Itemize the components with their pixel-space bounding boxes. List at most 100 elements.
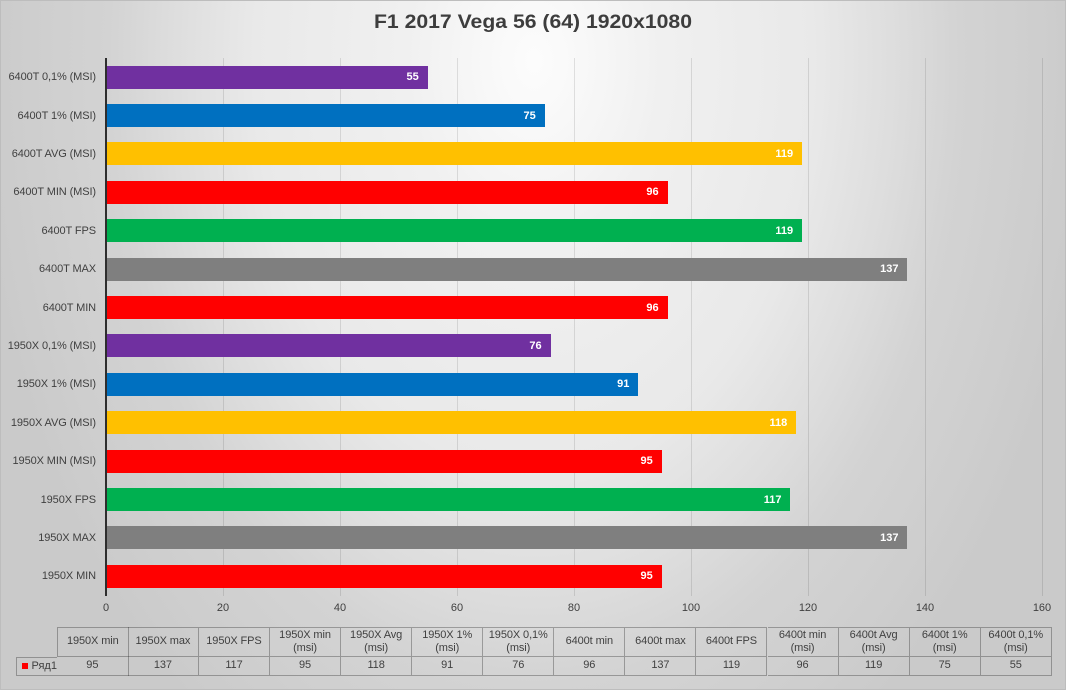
category-label: 6400T MAX <box>39 263 96 276</box>
category-label: 6400T MIN (MSI) <box>13 186 96 199</box>
data-table-value-cell: 117 <box>198 656 270 676</box>
data-table-value-cell: 55 <box>980 656 1052 676</box>
major-gridline <box>573 58 575 596</box>
data-table-value-cell: 95 <box>270 656 342 676</box>
major-gridline <box>339 58 341 596</box>
category-label: 1950X AVG (MSI) <box>10 416 96 429</box>
category-label: 6400T FPS <box>41 224 96 237</box>
x-tick-label: 80 <box>567 602 581 614</box>
x-tick-label: 60 <box>450 602 464 614</box>
header-line: 1950X min <box>66 635 119 648</box>
category-axis-line <box>105 58 107 596</box>
bar: 119 <box>107 142 803 166</box>
major-gridline <box>924 58 926 596</box>
header-line: 1950X 1% <box>422 628 473 641</box>
header-line: 6400t FPS <box>705 635 757 648</box>
series-name: Ряд1 <box>31 660 57 672</box>
bar-value-label: 118 <box>769 416 788 429</box>
x-tick-label: 0 <box>102 602 110 614</box>
data-table-value-cell: 118 <box>341 656 413 676</box>
x-tick-label: 40 <box>333 602 347 614</box>
bar-value-label: 117 <box>763 493 782 506</box>
header-line: (msi) <box>364 641 389 654</box>
data-table-value-cell: 76 <box>483 656 555 676</box>
bar-value-label: 119 <box>775 224 794 237</box>
header-line: 6400t min <box>778 628 827 641</box>
bar-value-label: 95 <box>640 455 653 468</box>
header-line: 6400t max <box>635 635 686 648</box>
bar: 96 <box>107 296 668 320</box>
data-table-header-cell: 6400t 0,1% (msi) <box>980 627 1052 657</box>
major-gridline <box>1041 58 1043 596</box>
bar: 95 <box>107 564 662 588</box>
header-line: (msi) <box>435 641 460 654</box>
data-table-header-cell: 6400t min (msi) <box>767 627 839 657</box>
category-label: 1950X FPS <box>40 493 96 506</box>
bar-value-label: 96 <box>646 186 659 199</box>
x-tick-label: 100 <box>681 602 701 614</box>
data-table-value-cell: 137 <box>625 656 697 676</box>
header-line: 6400t 0,1% <box>988 628 1044 641</box>
bar: 75 <box>107 104 545 128</box>
header-line: 1950X min <box>279 628 331 641</box>
x-tick-label: 140 <box>915 602 935 614</box>
legend-key-swatch <box>21 663 28 669</box>
data-table-header-cell: 6400t 1% (msi) <box>909 627 981 657</box>
header-line: 1950X 0,1% <box>488 628 548 641</box>
header-line: 1950X FPS <box>206 635 262 648</box>
major-gridline <box>690 58 692 596</box>
data-table-header-cell: 6400t max <box>625 627 697 657</box>
bar: 137 <box>107 257 908 281</box>
data-table-header-cell: 1950X Avg (msi) <box>341 627 413 657</box>
data-table-value-cell: 91 <box>412 656 484 676</box>
major-gridline <box>456 58 458 596</box>
data-table-value-cell: 75 <box>909 656 981 676</box>
bar-value-label: 137 <box>880 531 899 544</box>
x-tick-label: 20 <box>216 602 230 614</box>
header-line: 6400t Avg <box>849 628 898 641</box>
bar-value-label: 91 <box>617 378 630 391</box>
header-line: 6400t min <box>565 635 614 648</box>
bar-value-label: 75 <box>523 109 536 122</box>
bar-value-label: 137 <box>880 263 899 276</box>
data-table-header-cell: 1950X min <box>56 627 129 657</box>
data-table-value-cell: 119 <box>838 656 910 676</box>
category-label: 1950X 1% (MSI) <box>16 378 96 391</box>
data-table-header-cell: 6400t Avg (msi) <box>838 627 910 657</box>
major-gridline <box>807 58 809 596</box>
bar-value-label: 119 <box>775 147 794 160</box>
data-table-value-cell: 137 <box>127 656 199 676</box>
bar: 55 <box>107 65 428 89</box>
data-table-header-cell: 1950X 0,1% (msi) <box>483 627 555 657</box>
bar: 118 <box>107 411 797 435</box>
category-label: 1950X 0,1% (MSI) <box>7 339 96 352</box>
bar: 137 <box>107 526 908 550</box>
bar: 96 <box>107 180 668 204</box>
bar-value-label: 76 <box>529 339 542 352</box>
data-table-value-cell: 96 <box>767 656 839 676</box>
x-tick-label: 160 <box>1032 602 1052 614</box>
data-table-header-cell: 1950X FPS <box>198 627 270 657</box>
bar-value-label: 55 <box>406 71 419 84</box>
category-label: 6400T AVG (MSI) <box>11 147 96 160</box>
category-label: 1950X MAX <box>38 531 96 544</box>
bar-value-label: 95 <box>640 570 653 583</box>
data-table-value-cell: 95 <box>56 656 129 676</box>
bar: 76 <box>107 334 551 358</box>
category-label: 6400T 1% (MSI) <box>17 109 97 122</box>
category-label: 1950X MIN <box>41 570 96 583</box>
data-table-series-row-label: Ряд1 <box>15 656 57 676</box>
major-gridline <box>222 58 224 596</box>
header-line: (msi) <box>790 641 815 654</box>
data-table-header-cell: 1950X min (msi) <box>270 627 342 657</box>
header-line: (msi) <box>1003 641 1028 654</box>
bar: 95 <box>107 449 662 473</box>
category-label: 1950X MIN (MSI) <box>12 455 97 468</box>
header-line: (msi) <box>506 641 531 654</box>
bar-value-label: 96 <box>646 301 659 314</box>
bar: 119 <box>107 219 803 243</box>
data-table-header-cell: 6400t FPS <box>696 627 768 657</box>
data-table-header-cell: 1950X 1% (msi) <box>412 627 484 657</box>
header-line: 1950X max <box>135 635 191 648</box>
